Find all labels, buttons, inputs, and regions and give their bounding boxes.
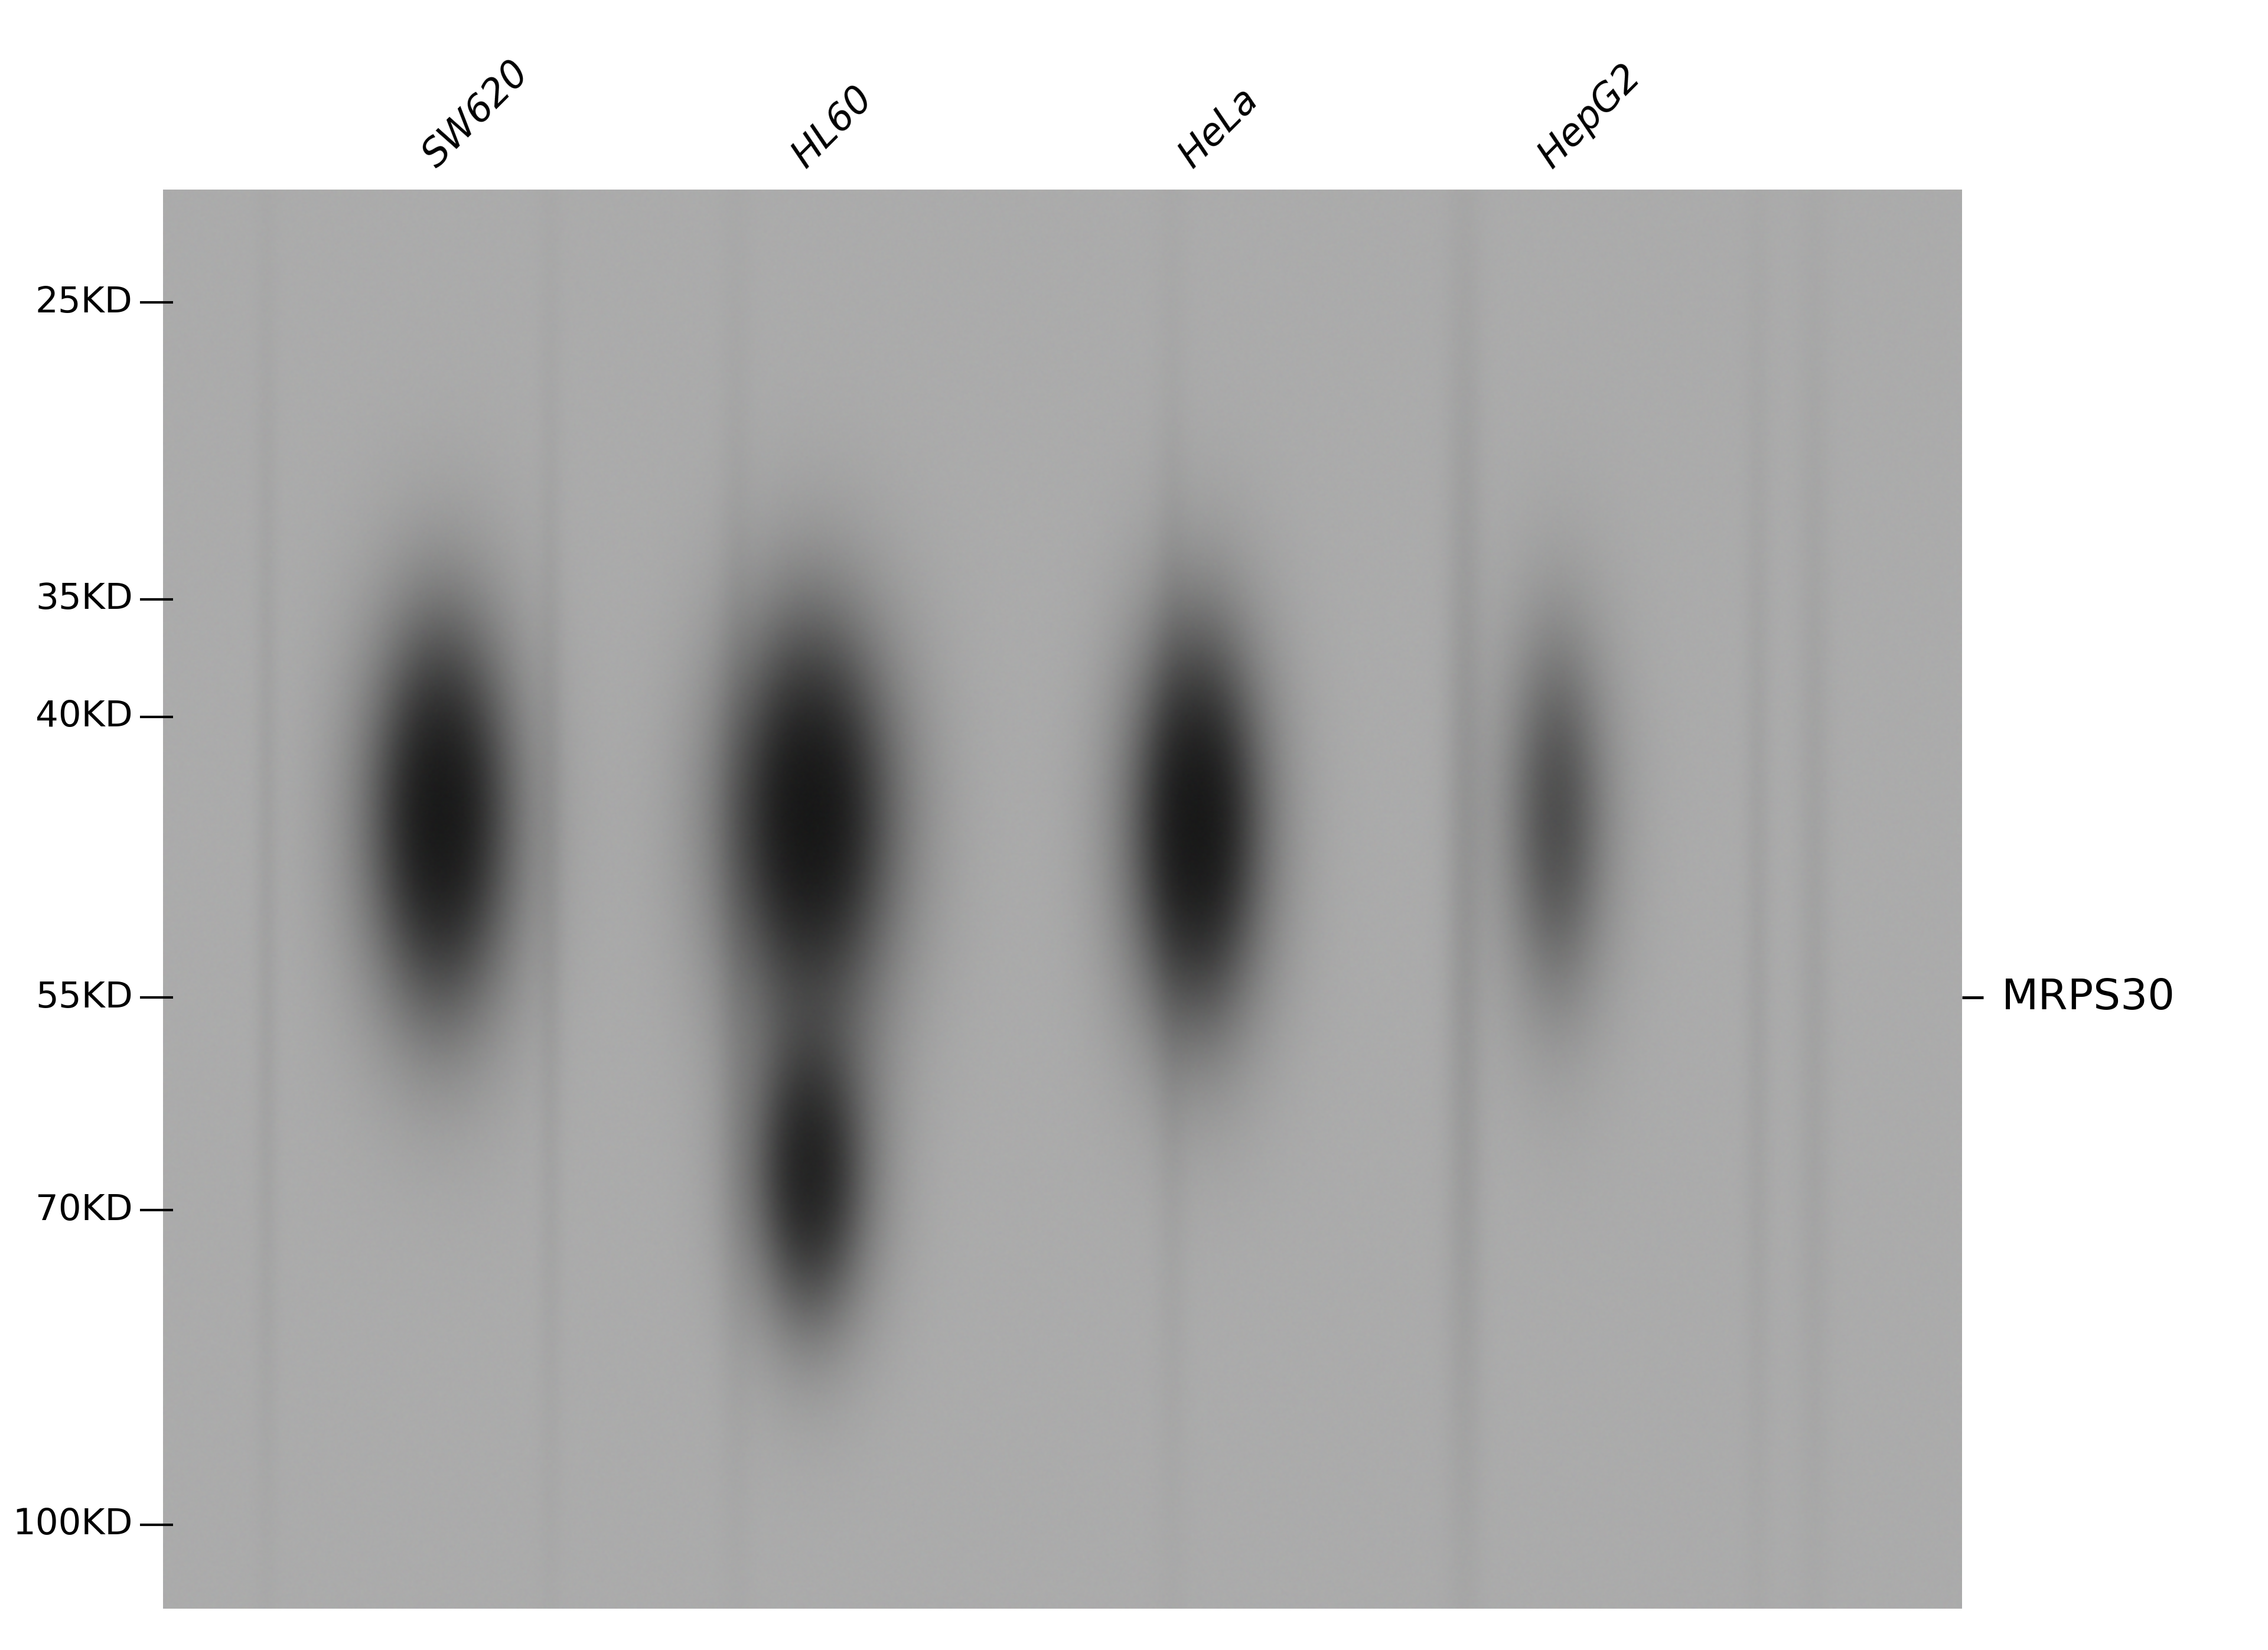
Text: 40KD: 40KD — [36, 700, 134, 734]
Text: 70KD: 70KD — [36, 1193, 134, 1228]
Text: HeLa: HeLa — [1173, 81, 1266, 175]
Text: HepG2: HepG2 — [1531, 58, 1649, 175]
Text: 100KD: 100KD — [14, 1508, 134, 1543]
Text: 25KD: 25KD — [36, 285, 134, 320]
Text: HL60: HL60 — [785, 79, 880, 175]
Text: MRPS30: MRPS30 — [2003, 977, 2175, 1018]
Text: SW620: SW620 — [415, 54, 535, 175]
Text: 55KD: 55KD — [36, 980, 134, 1015]
Text: 35KD: 35KD — [36, 582, 134, 617]
